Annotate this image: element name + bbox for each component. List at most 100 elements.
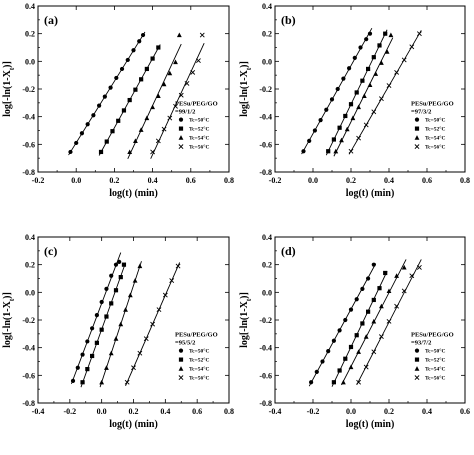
- panel-0-series-2-point: [127, 149, 133, 155]
- panel-2-series-1-point: [99, 327, 104, 332]
- panel-0-y-tick-label: 0.4: [25, 2, 35, 11]
- panel-3-series-0-point: [314, 369, 319, 374]
- panel-3-y-tick-label: -0.4: [259, 344, 272, 353]
- panel-0-series-1-point: [127, 97, 132, 103]
- panel-2-y-axis-label: log[-ln(1-Xt)]: [2, 292, 16, 348]
- panel-3-series-1-point: [354, 333, 359, 338]
- panel-3: -0.4 -0.2 0.0 0.2 0.4 0.6 -0.8 -0.6 -0.4 -0.2 0.0 0…: [239, 233, 470, 430]
- panel-3-x-axis-label: log(t) (min): [346, 419, 395, 430]
- panel-3-y-tick-label: 0.4: [262, 233, 272, 242]
- panel-2-series-1-fit-line: [80, 262, 126, 388]
- panel-3-series-0-point: [366, 276, 371, 281]
- panel-2-series-0-point: [94, 313, 99, 318]
- panel-3-series-2-point: [341, 379, 346, 385]
- panel-3-series-0-point: [360, 286, 365, 291]
- panel-0-series-2-point: [144, 115, 150, 121]
- panel-1-series-1-point: [366, 66, 371, 72]
- panel-1-series-1-point: [343, 113, 348, 119]
- panel-1-y-tick-label: -0.4: [259, 113, 272, 122]
- panel-3-series-3-point: [416, 265, 422, 270]
- panel-3-x-tick-label: 0.6: [460, 407, 470, 416]
- panel-3-series-3-point: [401, 288, 407, 294]
- panel-1-series-0-point: [324, 107, 329, 112]
- panel-1-y-tick-label: -0.8: [259, 168, 272, 177]
- panel-0-series-1-point: [144, 66, 149, 72]
- panel-1-series-2-point: [384, 49, 390, 54]
- panel-1-x-tick-label: 0.2: [346, 176, 356, 185]
- panel-2: -0.4 -0.2 0.0 0.2 0.4 0.6 0.8 -0.8 -0.6 -0.4 -0.2 0…: [2, 233, 234, 430]
- panel-1-y-tick-label: 0.2: [262, 30, 272, 39]
- panel-1-legend-entry-3: Tc=56°C: [425, 144, 445, 151]
- panel-3-x-tick-label: 0.0: [346, 407, 356, 416]
- panel-0-series-3-point: [155, 138, 161, 144]
- panel-1-legend-marker-0: [414, 117, 420, 122]
- panel-1-x-tick-label: 0.0: [308, 176, 318, 185]
- panel-2-y-tick-label: 0.4: [25, 233, 35, 242]
- panel-0-series-0-point: [91, 113, 96, 118]
- panel-3-series-2-point: [386, 288, 392, 294]
- panel-1: -0.2 0.0 0.2 0.4 0.6 0.8 -0.8 -0.6 -0.4 -0.2 0.0 0.…: [239, 2, 470, 199]
- panel-2-legend-entry-0: Tc=50°C: [189, 348, 209, 355]
- panel-1-series-3-point: [409, 44, 415, 50]
- panel-3-series-0-fit-line: [308, 263, 377, 387]
- panel-3-series-0-point: [371, 262, 376, 267]
- panel-3-y-axis-label: log[-ln(1-Xt)]: [239, 292, 253, 348]
- panel-2-series-0-point: [75, 365, 80, 370]
- panel-3-y-tick-label: -0.6: [259, 371, 272, 380]
- panel-2-x-tick-label: 0.4: [160, 407, 170, 416]
- panel-0-series-0-point: [68, 149, 73, 155]
- panel-1-series-3-point: [386, 83, 392, 88]
- panel-3-label: (d): [281, 244, 296, 258]
- panel-1-x-tick-label: -0.2: [269, 176, 282, 185]
- panel-0-y-tick-label: -0.6: [22, 140, 35, 149]
- panel-0-series-3-point: [161, 126, 167, 132]
- panel-2-series-2-point: [132, 278, 138, 283]
- panel-1-series-1-point: [383, 31, 388, 36]
- panel-3-legend-marker-0: [414, 348, 420, 353]
- panel-0-legend-marker-0: [178, 117, 184, 122]
- panel-3-y-tick-label: 0.0: [262, 288, 272, 297]
- panel-2-y-tick-label: -0.2: [22, 316, 35, 325]
- panel-0-y-tick-label: -0.2: [22, 85, 35, 94]
- panel-1-series-2-point: [373, 71, 379, 76]
- panel-0-series-1-point: [116, 118, 121, 123]
- panel-2-y-tick-label: -0.6: [22, 371, 35, 380]
- panel-2-y-tick-label: 0.2: [25, 261, 35, 270]
- panel-0-series-0-point: [108, 85, 113, 90]
- panel-0-series-3-point: [184, 81, 190, 86]
- panel-0-series-0-point: [97, 103, 102, 108]
- panel-2-series-2-point: [118, 321, 124, 327]
- panel-2-series-3-point: [162, 292, 168, 298]
- panel-0-y-tick-label: -0.8: [22, 168, 35, 177]
- panel-1-series-3-point: [348, 148, 354, 154]
- panel-1-series-3-point: [356, 135, 362, 141]
- panel-1-legend-entry-2: Tc=54°C: [425, 135, 445, 142]
- panel-0-series-3-point: [150, 149, 156, 155]
- panel-3-series-3-point: [363, 364, 369, 370]
- panel-0-x-tick-label: 0.0: [71, 176, 81, 185]
- panel-0-series-0-point: [85, 122, 90, 127]
- panel-3-series-3-fit-line: [356, 259, 422, 386]
- panel-2-series-2-point: [99, 379, 105, 385]
- panel-2-series-1-point: [80, 380, 85, 385]
- panel-2-series-1-point: [121, 262, 127, 267]
- panel-2-series-2-point: [137, 263, 143, 269]
- panel-0-series-3-point: [178, 92, 184, 98]
- panel-3-series-0-point: [331, 338, 336, 343]
- panel-1-x-tick-label: 0.4: [384, 176, 394, 185]
- panel-2-legend-marker-0: [178, 348, 184, 353]
- panel-2-series-1-point: [104, 314, 109, 319]
- panel-1-y-tick-label: -0.6: [259, 140, 272, 149]
- panel-2-series-1-point: [94, 340, 99, 345]
- panel-3-series-2-point: [379, 303, 384, 309]
- panel-3-legend-entry-0: Tc=50°C: [425, 348, 445, 355]
- panel-0-series-2-point: [150, 104, 155, 110]
- panel-1-legend-title: =97/3/2: [411, 109, 431, 116]
- panel-3-legend-entry-2: Tc=54°C: [425, 366, 445, 373]
- panel-3-series-1-point: [343, 356, 348, 361]
- panel-2-series-0-point: [99, 299, 104, 305]
- panel-2-legend-entry-2: Tc=54°C: [189, 366, 209, 373]
- panel-2-series-0-point: [104, 286, 109, 291]
- panel-0-series-1-point: [139, 77, 144, 82]
